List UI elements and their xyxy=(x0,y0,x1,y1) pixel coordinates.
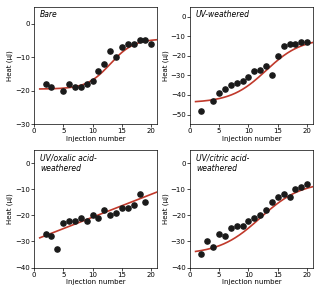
Point xyxy=(102,62,107,66)
Point xyxy=(119,205,124,210)
Y-axis label: Heat (μJ): Heat (μJ) xyxy=(163,50,169,81)
Point xyxy=(252,69,257,74)
Point xyxy=(143,38,148,43)
Point xyxy=(131,203,136,207)
X-axis label: Injection number: Injection number xyxy=(221,279,281,285)
Point xyxy=(258,67,263,72)
Point xyxy=(114,55,119,60)
X-axis label: Injection number: Injection number xyxy=(66,136,125,142)
X-axis label: Injection number: Injection number xyxy=(66,279,125,285)
Point xyxy=(78,85,84,90)
Point xyxy=(61,88,66,93)
Point xyxy=(72,85,77,90)
Point xyxy=(246,218,251,223)
Point xyxy=(287,42,292,46)
Point xyxy=(217,231,222,236)
Point xyxy=(199,252,204,257)
Point xyxy=(149,41,154,46)
Point xyxy=(258,213,263,218)
Point xyxy=(131,41,136,46)
Point xyxy=(211,244,216,249)
Point xyxy=(205,239,210,244)
Point xyxy=(84,82,89,86)
Point xyxy=(49,85,54,90)
Point xyxy=(246,75,251,80)
Point xyxy=(269,73,275,78)
Point xyxy=(108,48,113,53)
Point xyxy=(252,215,257,220)
Point xyxy=(137,38,142,43)
Point xyxy=(84,218,89,223)
Point xyxy=(114,211,119,215)
Text: UV-weathered: UV-weathered xyxy=(196,11,250,20)
Point xyxy=(293,42,298,46)
Point xyxy=(234,81,239,86)
X-axis label: Injection number: Injection number xyxy=(221,136,281,142)
Point xyxy=(217,91,222,95)
Point xyxy=(67,218,72,223)
Point xyxy=(287,195,292,199)
Point xyxy=(61,221,66,225)
Point xyxy=(43,82,48,86)
Point xyxy=(299,40,304,44)
Point xyxy=(90,213,95,218)
Point xyxy=(228,83,233,88)
Point xyxy=(49,234,54,239)
Y-axis label: Heat (μJ): Heat (μJ) xyxy=(7,194,13,224)
Point xyxy=(269,200,275,205)
Point xyxy=(211,98,216,103)
Point xyxy=(275,195,280,199)
Point xyxy=(67,82,72,86)
Point xyxy=(228,226,233,231)
Point xyxy=(305,182,310,186)
Point xyxy=(281,44,286,48)
Point xyxy=(275,53,280,58)
Point xyxy=(281,192,286,197)
Point xyxy=(96,68,101,73)
Point xyxy=(240,79,245,84)
Point xyxy=(305,40,310,44)
Point xyxy=(108,213,113,218)
Text: UV/citric acid-
weathered: UV/citric acid- weathered xyxy=(196,154,249,173)
Point xyxy=(222,234,228,239)
Point xyxy=(96,215,101,220)
Point xyxy=(55,247,60,252)
Point xyxy=(78,215,84,220)
Point xyxy=(199,108,204,113)
Point xyxy=(263,63,268,68)
Point xyxy=(102,208,107,213)
Point xyxy=(222,87,228,91)
Point xyxy=(90,78,95,83)
Point xyxy=(143,200,148,205)
Text: Bare: Bare xyxy=(40,11,58,20)
Point xyxy=(137,192,142,197)
Point xyxy=(299,184,304,189)
Point xyxy=(125,41,131,46)
Point xyxy=(293,187,298,192)
Y-axis label: Heat (μJ): Heat (μJ) xyxy=(163,194,169,224)
Y-axis label: Heat (μJ): Heat (μJ) xyxy=(7,50,13,81)
Point xyxy=(263,208,268,213)
Point xyxy=(43,231,48,236)
Point xyxy=(72,218,77,223)
Point xyxy=(125,205,131,210)
Point xyxy=(119,45,124,50)
Text: UV/oxalic acid-
weathered: UV/oxalic acid- weathered xyxy=(40,154,97,173)
Point xyxy=(234,223,239,228)
Point xyxy=(240,223,245,228)
